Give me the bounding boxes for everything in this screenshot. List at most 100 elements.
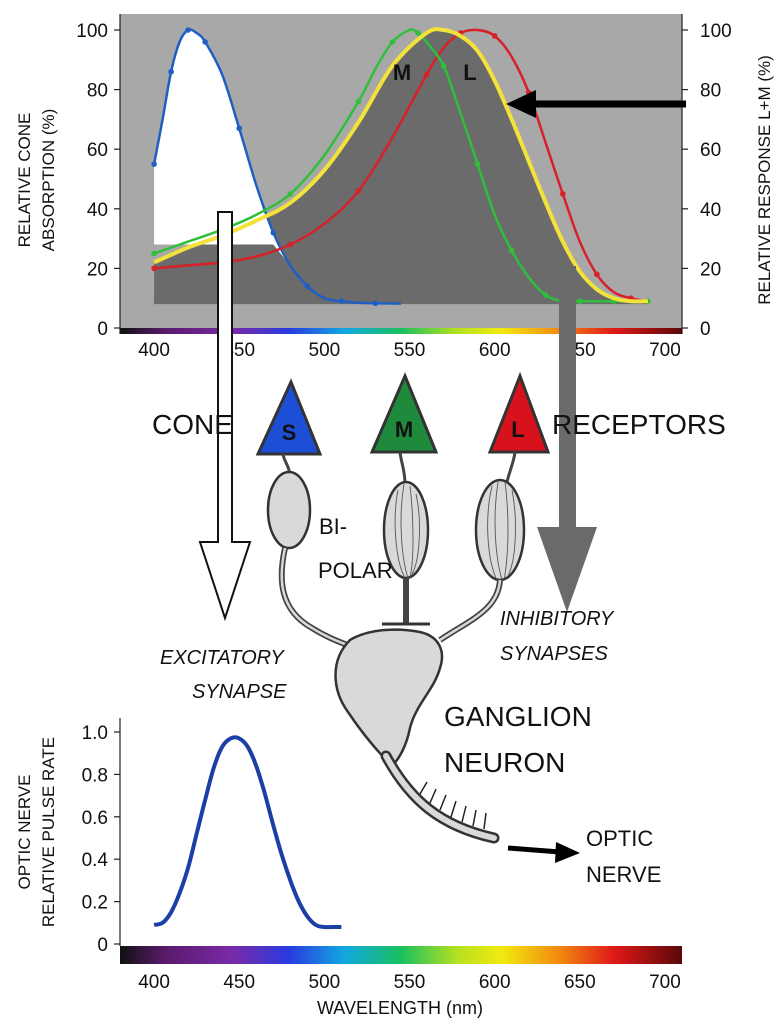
- top-ylabel-right: RELATIVE RESPONSE L+M (%): [755, 55, 774, 305]
- bipolar-label-line1: BI-: [319, 514, 347, 539]
- point-m: [389, 39, 396, 45]
- cone-label: CONE: [152, 409, 233, 440]
- point-s: [185, 27, 191, 33]
- m-cone-stalk: [398, 451, 407, 485]
- bottom-xtick-label: 700: [649, 972, 681, 993]
- lm-pointer-arrowhead: [506, 90, 536, 118]
- inhibitory-label-line2: SYNAPSES: [500, 643, 608, 665]
- pulse-rate-curve: [153, 735, 342, 930]
- top-ytick-left-label: 40: [87, 200, 108, 221]
- top-ytick-right-label: 20: [700, 259, 721, 280]
- point-s: [202, 39, 208, 45]
- bottom-ytick-label: 0.8: [82, 765, 108, 786]
- ganglion-label-line2: NEURON: [444, 747, 565, 778]
- point-l: [559, 191, 566, 197]
- optic-nerve-label-line1: OPTIC: [586, 826, 653, 851]
- l-bipolar-axon-fill: [439, 579, 502, 642]
- point-s: [270, 229, 277, 236]
- top-xtick-label: 500: [309, 340, 341, 361]
- m-cone-triangle: [369, 372, 439, 454]
- point-m: [440, 62, 447, 69]
- curve-l: [153, 28, 649, 303]
- retina-diagram: S M L: [152, 211, 726, 887]
- point-m: [508, 247, 515, 254]
- top-xtick-label: 600: [479, 340, 511, 361]
- bottom-xtick-label: 500: [309, 972, 341, 993]
- l-bipolar-axon: [438, 579, 503, 643]
- top-ytick-left-label: 20: [87, 259, 108, 280]
- bottom-xtick-label: 650: [564, 972, 596, 993]
- bottom-ytick-label: 0: [97, 935, 108, 956]
- point-l: [594, 271, 600, 278]
- top-ytick-right-label: 40: [700, 200, 721, 221]
- l-cone-label: L: [511, 417, 524, 442]
- s-cone-label: S: [282, 420, 297, 445]
- bipolar-label-line2: POLAR: [318, 558, 393, 583]
- excitatory-hollow-arrow: [198, 211, 252, 622]
- bottom-ytick-label: 0.6: [82, 808, 108, 829]
- point-l: [151, 265, 157, 272]
- top-ytick-right-label: 0: [700, 319, 711, 340]
- top-ytick-left-label: 0: [97, 319, 108, 340]
- point-s: [338, 298, 345, 304]
- top-xtick-label: 550: [394, 340, 426, 361]
- point-m: [474, 161, 481, 167]
- ganglion-label-line1: GANGLION: [444, 701, 592, 732]
- top-ytick-left-label: 60: [87, 140, 108, 161]
- point-m: [355, 98, 362, 105]
- bottom-xlabel: WAVELENGTH (nm): [317, 998, 483, 1018]
- s-bipolar-axon-fill: [280, 547, 351, 648]
- receptors-label: RECEPTORS: [552, 409, 726, 440]
- point-l: [287, 241, 294, 248]
- point-m: [577, 298, 583, 304]
- point-m: [287, 191, 294, 197]
- inhibitory-label-line1: INHIBITORY: [500, 608, 615, 630]
- bottom-chart: 0 0.2 0.4 0.6 0.8 1.0 400 450 500 550 600 650 700 O…: [15, 718, 682, 1018]
- top-spectrum-bar: [120, 328, 682, 334]
- point-s: [168, 68, 174, 75]
- point-l: [491, 33, 498, 39]
- curve-l-plus-m: [153, 27, 648, 304]
- curve-label-l: L: [463, 60, 476, 85]
- top-ytick-right-label: 60: [700, 140, 721, 161]
- l-bipolar-cell: [474, 478, 526, 582]
- excitatory-label-line1: EXCITATORY: [160, 647, 285, 669]
- bottom-xtick-label: 550: [394, 972, 426, 993]
- top-ytick-left-label: 80: [87, 81, 108, 102]
- optic-nerve-label-line2: NERVE: [586, 862, 661, 887]
- bottom-ytick-label: 0.2: [82, 893, 108, 914]
- top-ylabel-left-line2: ABSORPTION (%): [39, 109, 58, 252]
- point-l: [423, 71, 430, 78]
- inhibitory-gray-arrow: [537, 266, 597, 612]
- bottom-ylabel-line1: OPTIC NERVE: [15, 775, 34, 890]
- point-s: [236, 125, 243, 132]
- top-ytick-left-label: 100: [76, 21, 108, 42]
- m-cone-label: M: [395, 417, 413, 442]
- point-s: [372, 300, 379, 307]
- s-cone-region: [154, 29, 291, 266]
- bottom-spectrum-bar: [120, 946, 682, 964]
- excitatory-label-line2: SYNAPSE: [192, 681, 287, 703]
- point-l: [355, 188, 362, 194]
- optic-nerve-arrowhead: [555, 842, 580, 863]
- bottom-xtick-label: 400: [138, 972, 170, 993]
- top-xtick-label: 700: [649, 340, 681, 361]
- point-m: [151, 250, 157, 257]
- top-ylabel-left-line1: RELATIVE CONE: [15, 113, 34, 248]
- point-m: [415, 30, 421, 36]
- lm-response-shading: [154, 29, 648, 305]
- s-cone-triangle: [255, 378, 323, 456]
- optic-axon-fill: [383, 753, 497, 841]
- curve-label-m: M: [393, 60, 411, 85]
- axon-hairs: [419, 781, 487, 830]
- s-bipolar-cell: [266, 470, 312, 550]
- bottom-ylabel-line2: RELATIVE PULSE RATE: [39, 737, 58, 927]
- bipolar-striations: [394, 481, 516, 581]
- l-cone-triangle: [487, 371, 551, 454]
- point-s: [151, 161, 157, 167]
- top-ytick-right-label: 100: [700, 21, 732, 42]
- point-m: [542, 292, 549, 299]
- point-s: [304, 283, 311, 290]
- bottom-xtick-label: 450: [223, 972, 255, 993]
